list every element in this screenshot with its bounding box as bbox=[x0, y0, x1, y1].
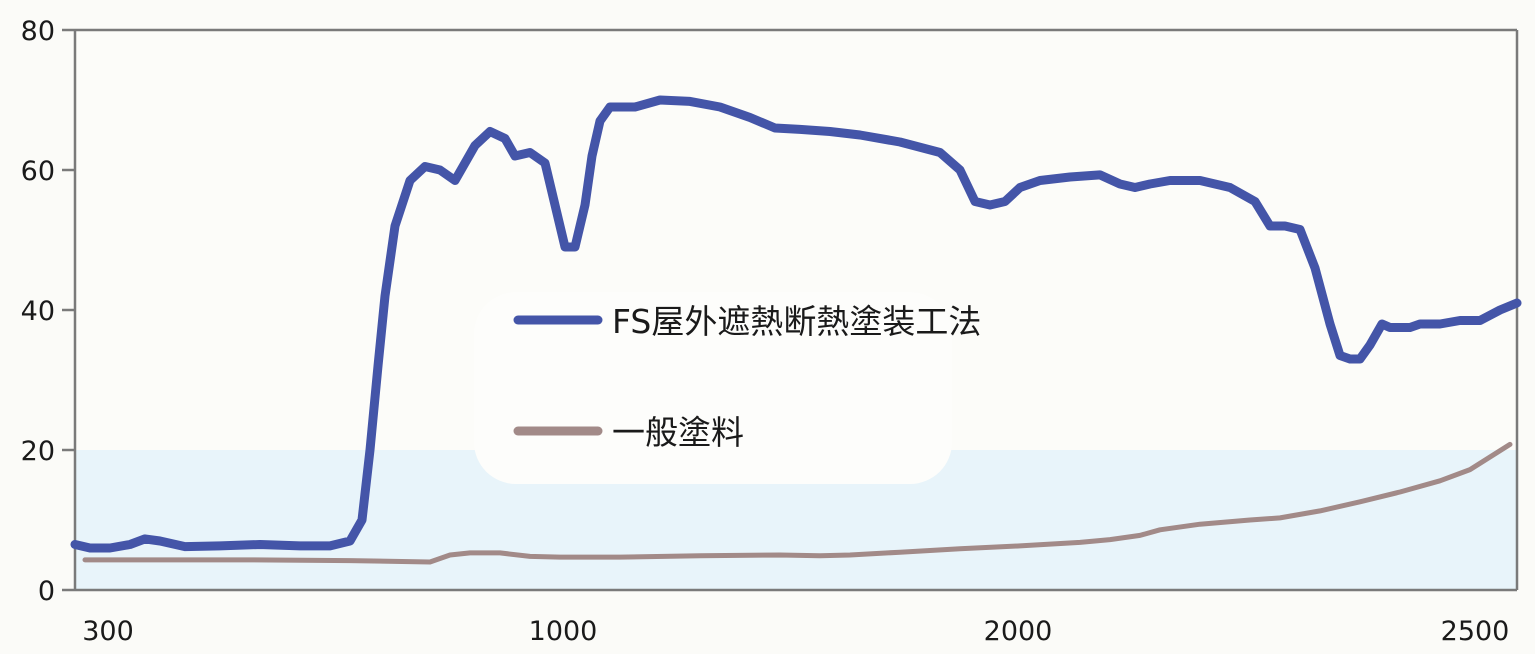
legend-label-fs-coating: FS屋外遮熱断熱塗装工法 bbox=[612, 302, 981, 341]
x-tick-label: 2000 bbox=[984, 616, 1053, 647]
legend-label-general-paint: 一般塗料 bbox=[612, 413, 744, 452]
y-axis-labels: 80 60 40 20 0 bbox=[21, 16, 55, 607]
plot-frame bbox=[62, 28, 1519, 592]
y-tick-label: 40 bbox=[21, 296, 55, 327]
legend-box bbox=[474, 292, 952, 484]
y-tick-label: 60 bbox=[21, 156, 55, 187]
y-tick-label: 0 bbox=[38, 576, 55, 607]
series-fs-coating-line bbox=[70, 95, 1522, 553]
x-axis-labels: 300 1000 2000 2500 bbox=[82, 616, 1509, 647]
y-tick-label: 20 bbox=[21, 436, 55, 467]
x-tick-label: 2500 bbox=[1441, 616, 1510, 647]
x-tick-label: 300 bbox=[82, 616, 134, 647]
y-tick-label: 80 bbox=[21, 16, 55, 47]
x-tick-label: 1000 bbox=[529, 616, 598, 647]
legend: FS屋外遮熱断熱塗装工法 一般塗料 bbox=[513, 302, 981, 452]
series-general-paint-line bbox=[82, 441, 1513, 565]
